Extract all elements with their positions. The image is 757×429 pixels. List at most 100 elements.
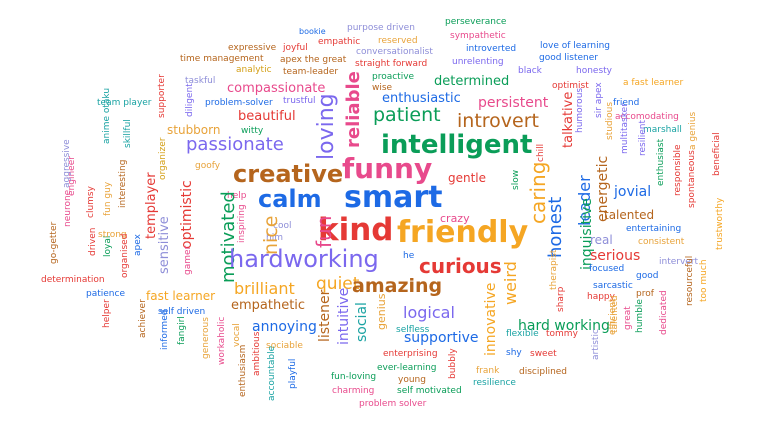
word-intuitive: intuitive [336,287,352,345]
word-sympathetic: sympathetic [450,31,506,41]
word-disciplined: disciplined [519,367,568,377]
word-quiet: quiet [316,274,360,294]
word-cool: cool [273,221,292,231]
word-determination: determination [41,275,105,285]
word-team-leader: team-leader [283,67,339,77]
word-tommy: tommy [546,329,578,339]
word-unrelenting: unrelenting [452,57,504,67]
word-straight-forward: straight forward [355,59,428,69]
word-beneficial: beneficial [712,132,722,176]
word-driven: driven [88,227,98,256]
word-witty: witty [241,126,264,136]
word-loving: loving [314,93,339,160]
word-good: good [636,271,659,281]
word-him: him [266,233,283,243]
word-fun-loving: fun-loving [331,372,377,382]
word-great: great [623,306,633,330]
word-goofy: goofy [195,161,221,171]
word-happy: happy [587,292,615,302]
word-team-player: team player [97,98,152,108]
word-enthusiast: enthusiast [656,138,666,186]
word-vocal: vocal [232,323,242,347]
word-passionate: passionate [186,134,284,155]
word-reliable: reliable [343,71,364,148]
word-honesty: honesty [576,66,612,76]
word-ever-learning: ever-learning [377,363,437,373]
word-empathetic: empathetic [231,298,306,313]
word-spontaneous: spontaneous [687,150,697,208]
word-selfless: selfless [396,325,430,335]
word-jovial: jovial [614,184,652,200]
word-gamer: gamer [183,245,193,275]
word-apex: apex [133,234,143,256]
word-self-motivated: self motivated [397,386,462,396]
word-taskful: taskful [185,76,216,86]
word-persistent: persistent [478,95,549,111]
word-enthusiasm: enthusiasm [238,344,248,397]
word-dedicated: dedicated [659,290,669,335]
word-problem-solver: problem solver [359,399,427,409]
word-calm: calm [258,185,322,213]
word-clumsy: clumsy [86,186,96,218]
word-sharp: sharp [556,286,566,312]
word-supportive: supportive [404,330,479,346]
word-creative: creative [233,160,344,188]
word-bubbly: bubbly [448,348,458,379]
word-go-getter: go-getter [49,221,59,264]
word-a-fast-learner: a fast learner [623,78,684,88]
word-real: real [590,233,613,247]
word-a-genius: a genius [688,111,698,150]
word-talkative: talkative [561,91,576,148]
word-reserved: reserved [378,36,418,46]
word-trustful: trustful [283,96,316,106]
word-focused: focused [589,264,625,274]
word-accomodating: accomodating [615,112,679,122]
word-talented: talented [610,295,620,333]
word-enthusiastic: enthusiastic [382,91,461,106]
word-flexible: flexible [506,329,539,339]
word-logical: logical [403,303,455,322]
word-skillful: skillful [123,119,133,148]
word-funny: funny [342,152,433,185]
word-introverted: introverted [466,44,517,54]
word-playful: playful [288,358,298,389]
word-he: he [403,251,415,261]
word-supporter: supporter [157,74,167,118]
word-inquisitive: inquisitive [579,198,595,270]
word-trustworthy: trustworthy [715,197,725,250]
word-aggressive: aggressive [62,139,72,188]
word-therapist: therapist [549,249,559,290]
word-interesting: interesting [118,159,128,208]
word-genius: genius [375,293,388,330]
word-marshall: marshall [643,125,682,135]
word-joyful: joyful [283,43,308,53]
word-resilience: resilience [473,378,516,388]
word-time-management: time management [180,54,264,64]
word-fast-learner: fast learner [146,289,216,303]
word-generous: generous [201,317,211,359]
word-amazing: amazing [352,275,443,297]
word-wise: wise [372,83,393,93]
word-problem-solver: problem-solver [205,98,273,108]
word-informed: informed [160,309,170,350]
word-intervert: intervert [659,257,699,267]
word-sarcastic: sarcastic [593,281,633,291]
word-inspiring: inspiring [237,204,247,243]
word-sir-apex: sir apex [594,82,604,118]
word-fun: fun [312,215,336,248]
word-optimist: optimist [552,81,589,91]
word-anime-otaku: anime otaku [102,87,112,144]
word-crazy: crazy [440,212,470,225]
word-helper: helper [102,299,112,328]
word-good-listener: good listener [539,53,598,63]
word-apex-the-great: apex the great [280,55,347,65]
word-intelligent: intelligent [381,130,533,160]
word-young: young [398,375,426,385]
word-black: black [518,66,542,76]
word-artistic: artistic [591,329,601,360]
word-optimistic: optimistic [179,180,195,249]
word-beautiful: beautiful [238,109,296,124]
word-organised: organised [120,233,130,278]
word-sociable: sociable [266,341,303,351]
